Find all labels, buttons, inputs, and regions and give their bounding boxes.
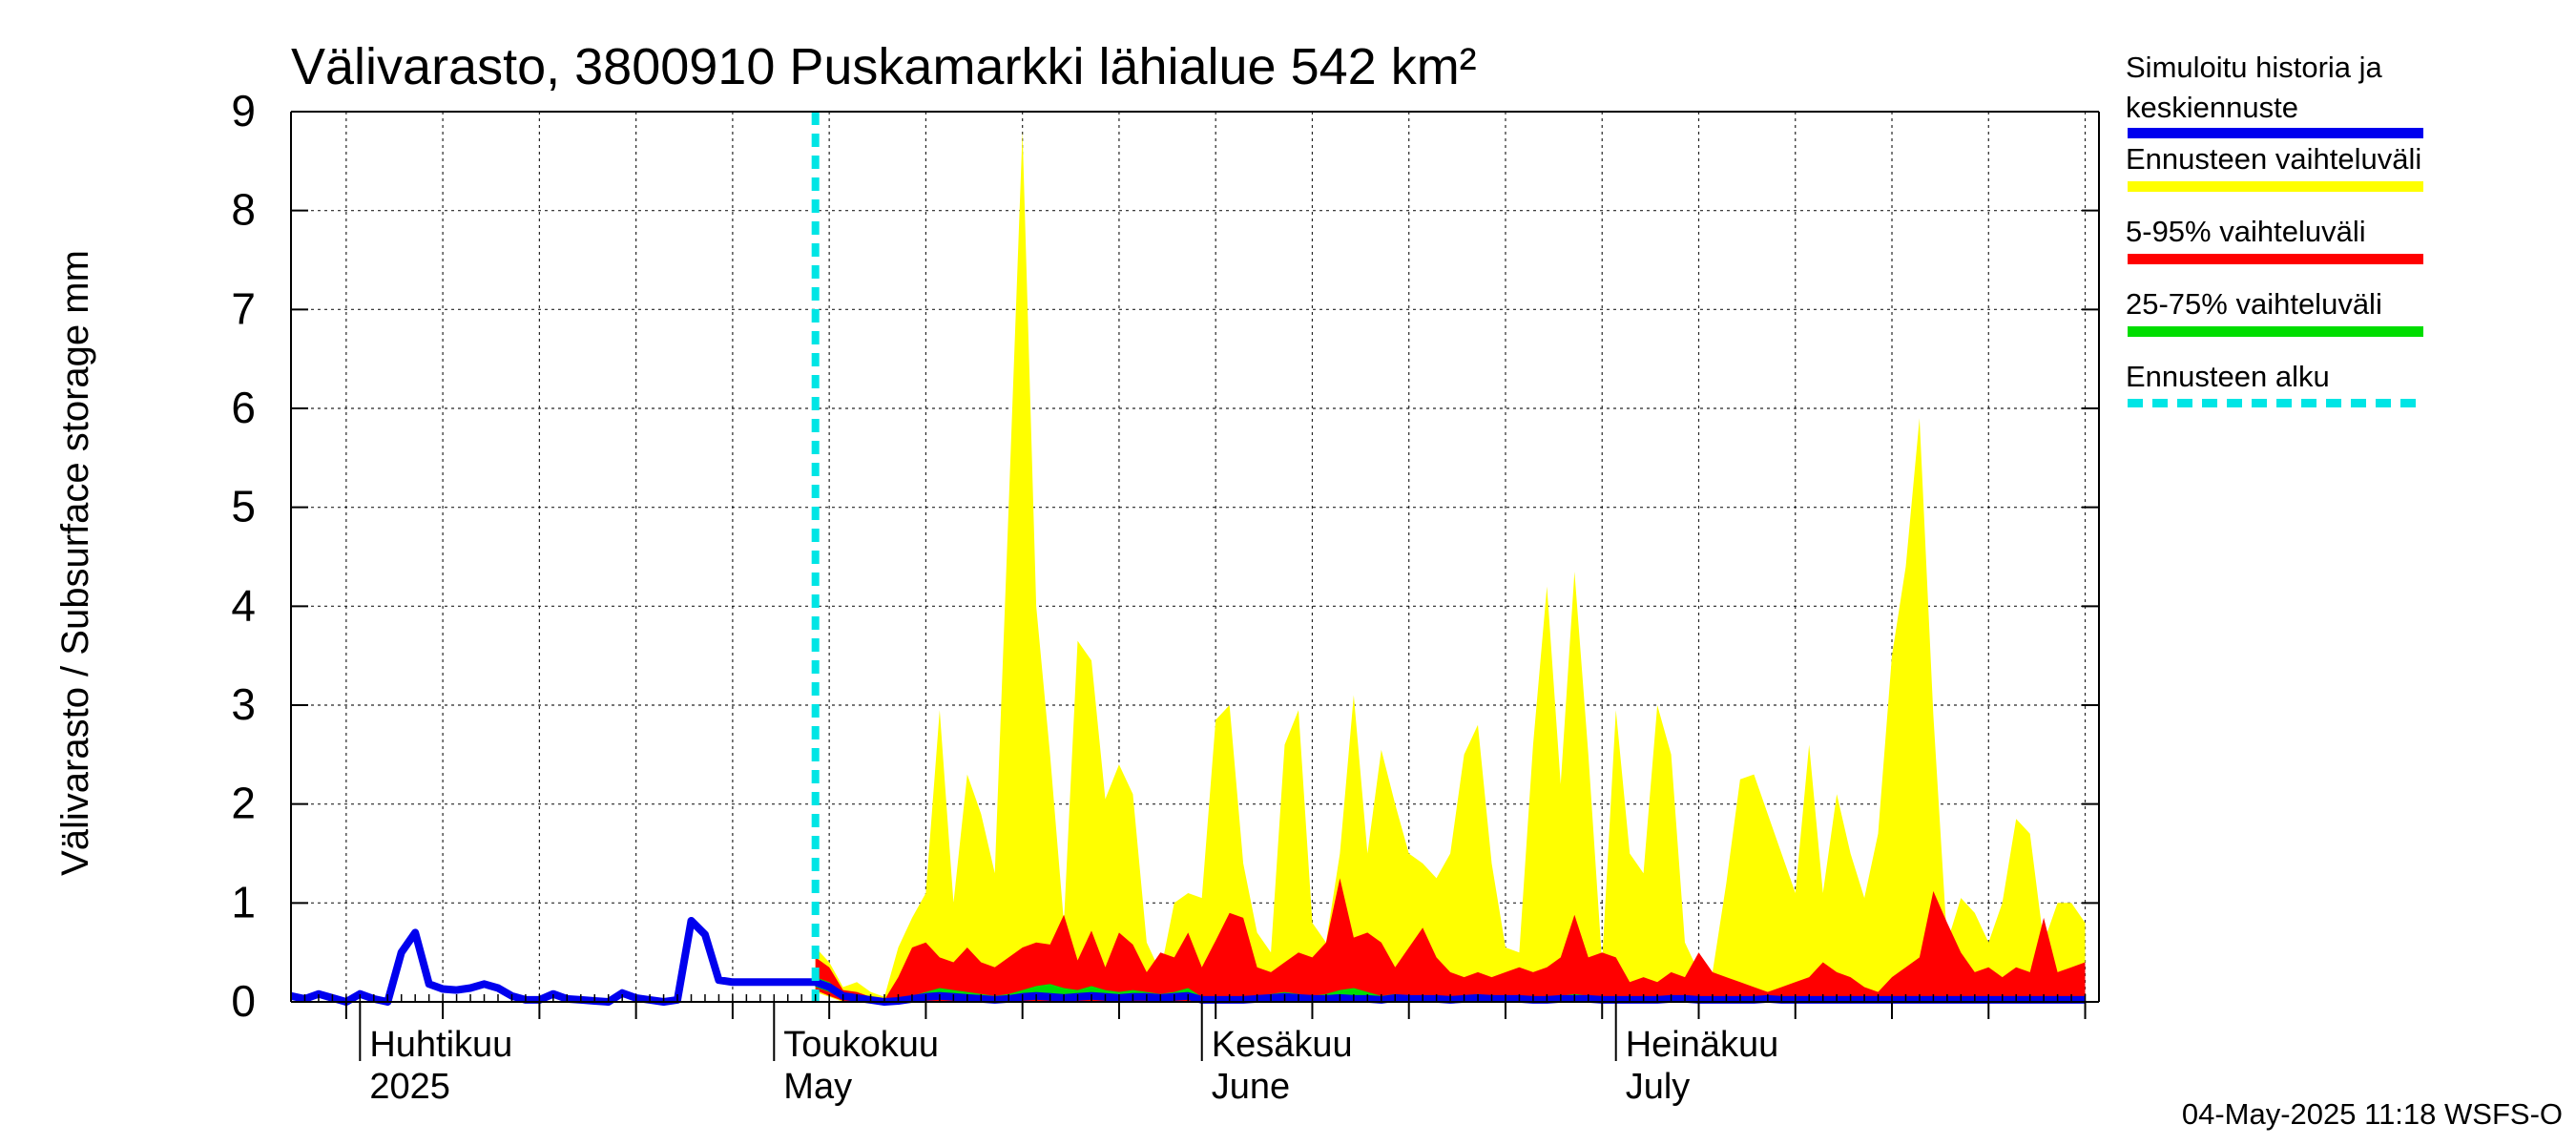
- x-month-label: Kesäkuu: [1212, 1025, 1353, 1065]
- y-tick-label: 3: [231, 679, 256, 729]
- legend: Simuloitu historia ja keskiennuste Ennus…: [2126, 48, 2441, 429]
- legend-label: Simuloitu historia ja keskiennuste: [2126, 51, 2382, 124]
- history-and-median-line: [290, 917, 2086, 1006]
- y-tick-label: 2: [231, 779, 256, 828]
- y-tick-label: 9: [231, 86, 256, 135]
- x-month-sublabel: 2025: [369, 1067, 450, 1107]
- legend-item-range: Ennusteen vaihteluväli: [2126, 139, 2441, 212]
- y-tick-label: 8: [231, 185, 256, 235]
- legend-swatch-cyan-dashed: [2128, 399, 2423, 407]
- plot-background: [291, 112, 2099, 1002]
- legend-item-forecast-start: Ennusteen alku: [2126, 357, 2441, 429]
- y-tick-label: 4: [231, 580, 256, 630]
- chart-title: Välivarasto, 3800910 Puskamarkki lähialu…: [291, 38, 1477, 95]
- x-month-sublabel: June: [1212, 1067, 1290, 1107]
- legend-label: 5-95% vaihteluväli: [2126, 215, 2366, 248]
- legend-item-25-75: 25-75% vaihteluväli: [2126, 284, 2441, 357]
- legend-swatch-red: [2128, 254, 2423, 264]
- y-tick-label: 5: [231, 482, 256, 531]
- legend-item-5-95: 5-95% vaihteluväli: [2126, 212, 2441, 284]
- legend-label: Ennusteen alku: [2126, 360, 2330, 393]
- x-month-label: Toukokuu: [783, 1025, 939, 1065]
- legend-swatch-blue: [2128, 128, 2423, 138]
- x-month-label: Huhtikuu: [369, 1025, 512, 1065]
- legend-swatch-green: [2128, 326, 2423, 337]
- y-axis-label: Välivarasto / Subsurface storage mm: [54, 250, 96, 876]
- y-tick-label: 0: [231, 976, 256, 1026]
- y-tick-label: 6: [231, 383, 256, 432]
- legend-label: 25-75% vaihteluväli: [2126, 287, 2382, 321]
- legend-item-history: Simuloitu historia ja keskiennuste: [2126, 48, 2441, 139]
- legend-swatch-yellow: [2128, 181, 2423, 192]
- forecast-5-95-band: [815, 878, 2086, 1002]
- y-tick-label: 1: [231, 877, 256, 926]
- x-month-label: Heinäkuu: [1626, 1025, 1779, 1065]
- forecast-range-band: [815, 131, 2086, 1002]
- x-month-sublabel: July: [1626, 1067, 1691, 1107]
- timestamp-footer: 04-May-2025 11:18 WSFS-O: [2181, 1097, 2563, 1131]
- legend-label: Ennusteen vaihteluväli: [2126, 142, 2422, 176]
- y-tick-label: 7: [231, 283, 256, 333]
- x-month-sublabel: May: [783, 1067, 852, 1107]
